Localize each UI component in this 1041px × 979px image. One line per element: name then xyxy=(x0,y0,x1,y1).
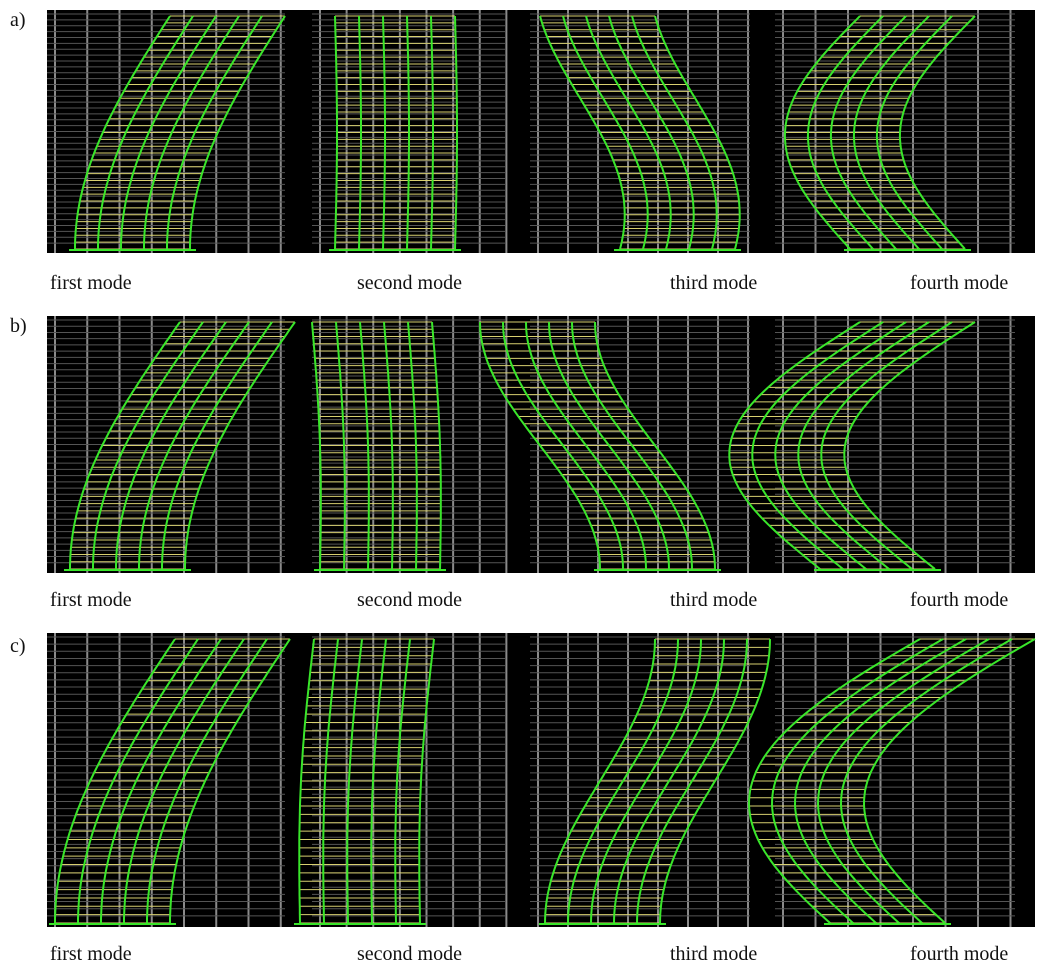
figure: a) first mode second mode third mode fourth … xyxy=(0,0,1041,974)
mode-caption: fourth mode xyxy=(910,272,1008,294)
row-label: c) xyxy=(10,635,26,657)
row-label: a) xyxy=(10,9,26,31)
mode-caption: second mode xyxy=(357,943,462,965)
mode-caption: fourth mode xyxy=(910,589,1008,611)
row-label: b) xyxy=(10,315,27,337)
page: a) first mode second mode third mode fourth … xyxy=(0,0,1041,974)
mode-caption: second mode xyxy=(357,272,462,294)
mode-caption: second mode xyxy=(357,589,462,611)
mode-caption: third mode xyxy=(670,589,757,611)
mode-caption: fourth mode xyxy=(910,943,1008,965)
mode-caption: first mode xyxy=(50,589,132,611)
mode-caption: first mode xyxy=(50,272,132,294)
mode-caption: third mode xyxy=(670,272,757,294)
mode-caption: third mode xyxy=(670,943,757,965)
mode-caption: first mode xyxy=(50,943,132,965)
